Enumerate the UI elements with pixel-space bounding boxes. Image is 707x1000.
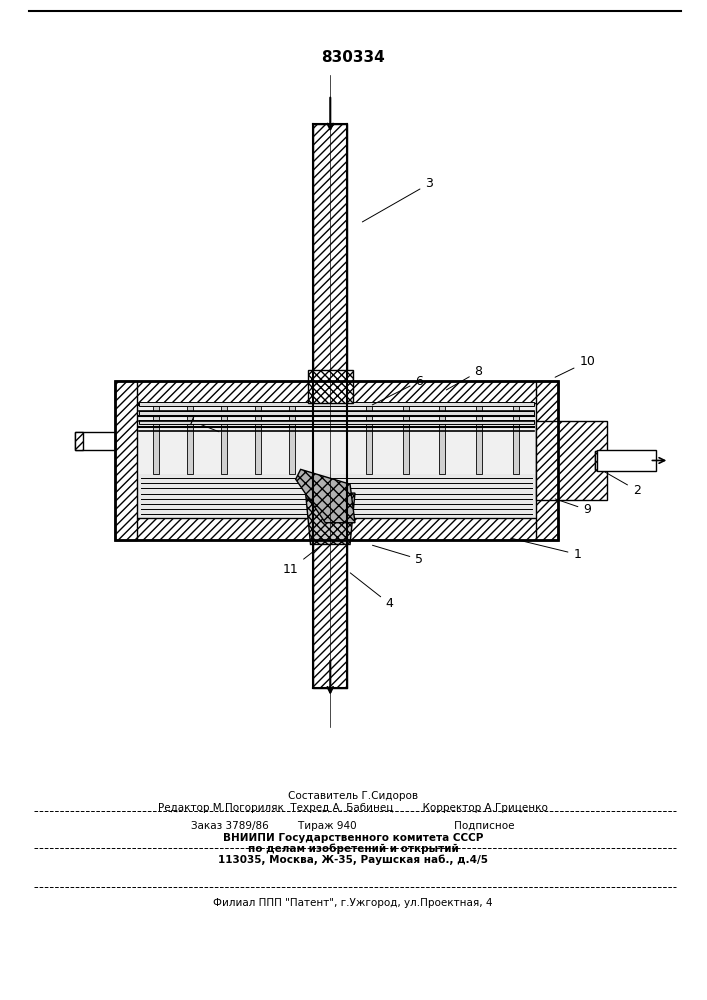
- Bar: [313, 540, 347, 688]
- Bar: [308, 370, 353, 403]
- Text: 830334: 830334: [321, 50, 385, 65]
- Bar: [136, 474, 536, 518]
- Bar: [255, 403, 261, 474]
- Bar: [536, 421, 607, 500]
- Bar: [115, 518, 558, 540]
- Bar: [153, 403, 158, 474]
- Text: 9: 9: [555, 499, 591, 516]
- Text: 113035, Москва, Ж-35, Раушская наб., д.4/5: 113035, Москва, Ж-35, Раушская наб., д.4…: [218, 854, 488, 865]
- Bar: [595, 451, 645, 470]
- Bar: [139, 420, 534, 424]
- Bar: [636, 451, 645, 470]
- Bar: [595, 451, 603, 470]
- Text: Филиал ППП "Патент", г.Ужгород, ул.Проектная, 4: Филиал ППП "Патент", г.Ужгород, ул.Проек…: [214, 898, 493, 908]
- Text: 10: 10: [555, 355, 595, 377]
- Text: по делам изобретений и открытий: по делам изобретений и открытий: [247, 844, 458, 854]
- Bar: [536, 381, 558, 540]
- Bar: [313, 124, 347, 381]
- Bar: [513, 403, 518, 474]
- Text: 11: 11: [283, 546, 320, 576]
- Bar: [476, 403, 482, 474]
- Text: 3: 3: [363, 177, 433, 222]
- Bar: [115, 381, 558, 403]
- Text: ВНИИПИ Государственного комитета СССР: ВНИИПИ Государственного комитета СССР: [223, 833, 483, 843]
- Polygon shape: [296, 469, 355, 523]
- Text: Заказ 3789/86         Тираж 940                              Подписное: Заказ 3789/86 Тираж 940 Подписное: [192, 821, 515, 831]
- Bar: [187, 403, 193, 474]
- Bar: [221, 403, 227, 474]
- Bar: [308, 370, 353, 403]
- Text: 4: 4: [350, 573, 394, 610]
- Text: Редактор М.Погориляк  Техред А. Бабинец         Корректор А.Гриценко: Редактор М.Погориляк Техред А. Бабинец К…: [158, 803, 548, 813]
- Bar: [595, 451, 603, 470]
- Bar: [139, 411, 534, 415]
- Bar: [136, 403, 536, 474]
- Bar: [597, 450, 656, 471]
- Bar: [636, 451, 645, 470]
- Text: 6: 6: [373, 375, 423, 405]
- Text: 2: 2: [604, 472, 641, 497]
- Bar: [139, 402, 534, 406]
- Bar: [115, 381, 558, 540]
- Bar: [115, 518, 558, 540]
- Bar: [313, 124, 347, 381]
- Bar: [289, 403, 296, 474]
- Bar: [536, 381, 558, 540]
- Bar: [115, 381, 558, 403]
- Bar: [115, 381, 136, 540]
- Bar: [536, 421, 607, 500]
- Text: 5: 5: [373, 545, 423, 566]
- Text: 7: 7: [188, 414, 219, 432]
- Bar: [115, 381, 136, 540]
- Polygon shape: [305, 493, 355, 544]
- Text: Составитель Г.Сидоров: Составитель Г.Сидоров: [288, 791, 418, 801]
- Bar: [366, 403, 373, 474]
- Text: 1: 1: [511, 538, 581, 561]
- Bar: [440, 403, 445, 474]
- Text: 8: 8: [446, 365, 482, 390]
- Bar: [403, 403, 409, 474]
- Bar: [76, 432, 83, 450]
- Bar: [76, 432, 115, 450]
- Bar: [313, 540, 347, 688]
- Bar: [76, 432, 83, 450]
